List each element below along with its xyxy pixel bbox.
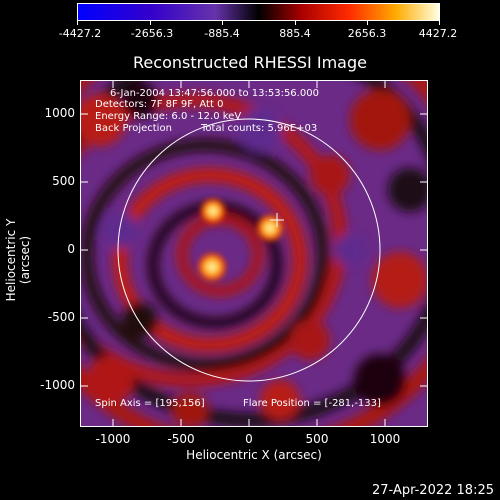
y-tick-label: -500 xyxy=(47,310,75,324)
time-range-text: 6-Jan-2004 13:47:56.000 to 13:53:56.000 xyxy=(110,88,319,99)
flare-position-text: Flare Position = [-281,-133] xyxy=(243,398,381,409)
source-3 xyxy=(196,251,228,283)
colorbar-tick xyxy=(77,21,78,25)
method-text: Back Projection xyxy=(95,123,172,134)
colorbar-label-5: 4427.2 xyxy=(418,27,458,40)
flare-position-marker xyxy=(270,213,284,227)
total-counts-text: Total counts: 5.96E+03 xyxy=(201,123,318,134)
x-tick-label: 500 xyxy=(305,432,329,446)
colorbar-tick xyxy=(150,21,151,25)
y-tick-label: 500 xyxy=(52,174,75,188)
colorbar-label-0: -4427.2 xyxy=(58,27,102,40)
solar-limb xyxy=(117,118,381,382)
energy-range-text: Energy Range: 6.0 - 12.0 keV xyxy=(95,111,242,122)
x-tick-label: -1000 xyxy=(95,432,131,446)
source-2 xyxy=(255,213,285,243)
colorbar-tick xyxy=(295,21,296,25)
colorbar-label-3: 885.4 xyxy=(279,27,311,40)
rhessi-image xyxy=(80,80,428,427)
colorbar-gradient xyxy=(78,4,439,20)
y-tick-label: 0 xyxy=(67,242,75,256)
colorbar-tick xyxy=(222,21,223,25)
y-tick-label: -1000 xyxy=(40,378,75,392)
detectors-text: Detectors: 7F 8F 9F, Att 0 xyxy=(95,99,224,110)
colorbar-label-1: -2656.3 xyxy=(130,27,174,40)
x-tick-label: -500 xyxy=(167,432,195,446)
spin-axis-text: Spin Axis = [195,156] xyxy=(95,398,205,409)
x-axis-label: Heliocentric X (arcsec) xyxy=(186,448,322,462)
y-tick-label: 1000 xyxy=(44,106,75,120)
ripple-pattern xyxy=(80,80,428,427)
date-stamp: 27-Apr-2022 18:25 xyxy=(372,483,494,498)
colorbar-tick xyxy=(439,21,440,25)
colorbar xyxy=(77,3,440,21)
x-tick-label: 0 xyxy=(245,432,253,446)
colorbar-label-4: 2656.3 xyxy=(347,27,387,40)
image-title: Reconstructed RHESSI Image xyxy=(133,53,367,72)
axis-ticks xyxy=(80,80,428,427)
source-1 xyxy=(199,197,227,225)
x-tick-label: 1000 xyxy=(369,432,401,446)
colorbar-label-2: -885.4 xyxy=(204,27,240,40)
plot-frame xyxy=(80,80,428,427)
image-plot xyxy=(80,80,428,427)
y-axis-label: Heliocentric Y (arcsec) xyxy=(4,218,32,302)
colorbar-tick xyxy=(367,21,368,25)
